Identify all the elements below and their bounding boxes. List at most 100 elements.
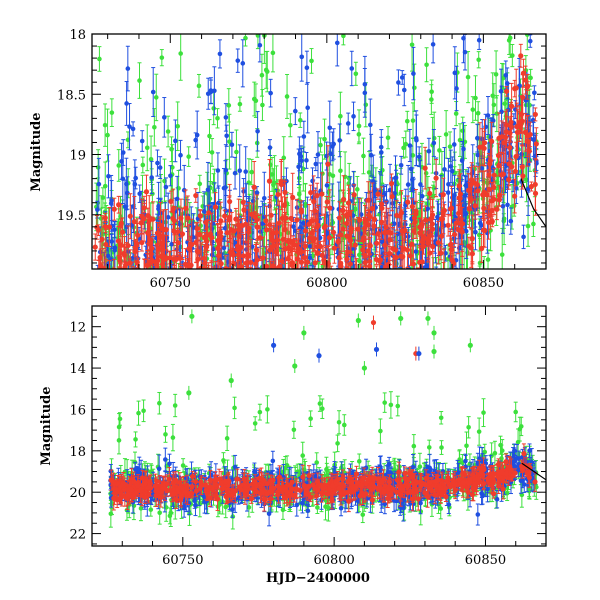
- data-point: [251, 320, 256, 325]
- data-point: [299, 54, 305, 60]
- data-point: [263, 335, 268, 340]
- data-point: [171, 338, 176, 343]
- data-point: [260, 275, 265, 280]
- data-point: [347, 293, 352, 298]
- data-point: [143, 319, 148, 324]
- data-point: [251, 301, 256, 306]
- data-point: [416, 154, 422, 160]
- data-point: [243, 169, 249, 174]
- data-point: [272, 273, 277, 278]
- data-point: [379, 271, 384, 276]
- data-point: [105, 345, 110, 350]
- data-point: [201, 293, 206, 298]
- data-point: [338, 168, 343, 174]
- data-point: [359, 348, 364, 353]
- data-point: [252, 312, 257, 317]
- data-point: [133, 175, 138, 181]
- data-point: [253, 296, 258, 301]
- data-point: [288, 276, 293, 281]
- data-point: [366, 410, 371, 415]
- data-point: [502, 101, 508, 106]
- data-point: [448, 327, 453, 332]
- data-point: [317, 235, 323, 241]
- data-point: [422, 282, 427, 287]
- data-point: [448, 300, 453, 305]
- data-point: [431, 185, 437, 191]
- data-point: [444, 316, 449, 321]
- data-point: [144, 286, 149, 291]
- data-point: [364, 325, 369, 330]
- data-point: [181, 271, 186, 276]
- data-point: [150, 89, 156, 95]
- data-point: [399, 75, 405, 80]
- data-point: [326, 318, 331, 323]
- data-point: [129, 280, 134, 285]
- data-point: [297, 300, 302, 305]
- data-point: [368, 152, 374, 158]
- data-point: [111, 287, 116, 292]
- data-point: [212, 331, 217, 336]
- data-point: [421, 332, 426, 337]
- data-point: [270, 50, 276, 56]
- data-point: [393, 288, 398, 293]
- data-point: [257, 42, 263, 48]
- data-point: [318, 142, 323, 148]
- data-point: [229, 307, 234, 312]
- data-point: [299, 158, 304, 163]
- data-point: [476, 57, 482, 63]
- data-point: [398, 162, 404, 168]
- data-point: [454, 86, 459, 91]
- data-point: [178, 51, 183, 56]
- data-point: [354, 187, 360, 192]
- data-point: [223, 115, 229, 120]
- data-point: [411, 71, 416, 76]
- data-point: [263, 270, 268, 275]
- data-point: [182, 330, 187, 335]
- data-point: [102, 335, 107, 340]
- data-point: [500, 203, 506, 209]
- data-point: [380, 338, 385, 343]
- data-point: [300, 299, 305, 304]
- data-point: [385, 135, 391, 140]
- data-point: [379, 280, 384, 285]
- data-point: [327, 125, 333, 131]
- data-point: [125, 66, 131, 71]
- data-point: [129, 311, 134, 316]
- data-point: [297, 151, 302, 157]
- data-point: [449, 168, 455, 174]
- data-point: [324, 231, 330, 236]
- data-point: [317, 341, 322, 346]
- data-point: [419, 193, 425, 199]
- data-point: [135, 357, 140, 362]
- data-point: [200, 274, 205, 279]
- data-point: [422, 307, 427, 312]
- data-point: [225, 288, 230, 293]
- data-point: [326, 270, 331, 275]
- data-point: [411, 313, 416, 318]
- data-point: [375, 365, 380, 370]
- data-point: [412, 85, 417, 91]
- data-point: [477, 260, 483, 266]
- data-point: [125, 190, 130, 196]
- data-point: [404, 118, 410, 124]
- data-point: [251, 96, 257, 102]
- data-point: [215, 115, 220, 121]
- data-point: [143, 344, 148, 349]
- data-point: [204, 314, 209, 319]
- data-point: [131, 272, 136, 277]
- data-point: [138, 307, 143, 312]
- data-point: [401, 87, 407, 93]
- data-point: [269, 369, 274, 374]
- data-point: [152, 270, 157, 275]
- data-point: [105, 276, 110, 281]
- data-point: [310, 195, 316, 200]
- data-point: [207, 287, 212, 292]
- data-point: [324, 373, 329, 378]
- data-point: [290, 309, 295, 314]
- data-point: [105, 132, 110, 138]
- data-point: [490, 118, 496, 123]
- data-point: [405, 234, 411, 239]
- data-point: [156, 318, 161, 323]
